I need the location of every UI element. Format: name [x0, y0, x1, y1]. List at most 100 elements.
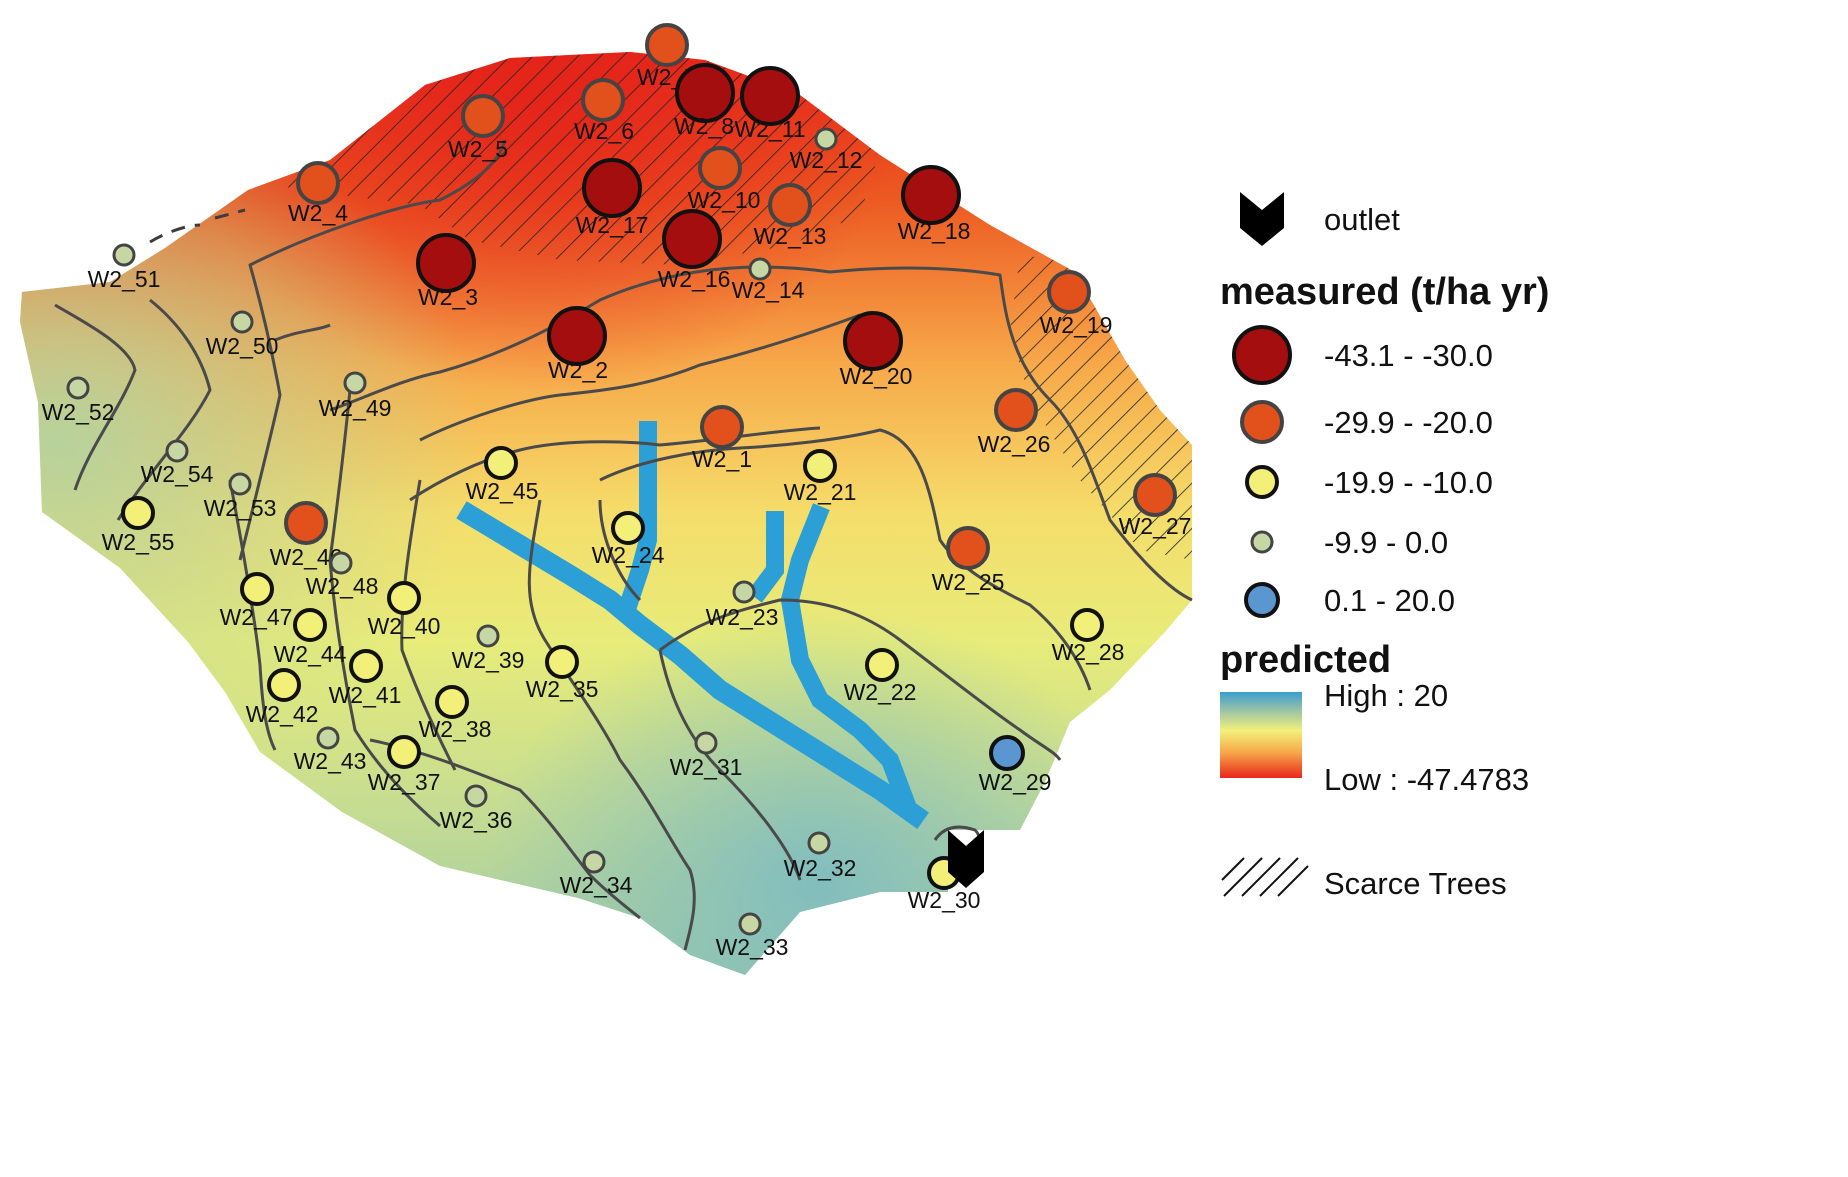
point-w2-17: [582, 158, 642, 218]
contour-line: [328, 389, 441, 828]
point-w2-42: [267, 668, 301, 702]
point-w2-40: [387, 581, 421, 615]
point-w2-28: [1070, 608, 1104, 642]
class-3-symbol: [1245, 465, 1279, 499]
outlet-marker: [948, 830, 984, 888]
point-label-w2-27: W2_27: [1119, 513, 1192, 539]
stream-central-tributary: [780, 503, 917, 812]
point-w2-26: [994, 388, 1038, 432]
contour-line: [419, 313, 861, 442]
point-w2-8: [675, 63, 735, 123]
point-w2-33: [738, 912, 762, 936]
point-label-w2-25: W2_25: [932, 569, 1005, 595]
predicted-legend-title: predicted: [1220, 639, 1391, 681]
contour-line: [228, 479, 277, 751]
point-label-w2-12: W2_12: [790, 147, 863, 173]
point-label-w2-31: W2_31: [670, 754, 743, 780]
point-label-w2-5: W2_5: [448, 136, 508, 162]
point-w2-6: [581, 78, 625, 122]
point-label-w2-51: W2_51: [88, 266, 161, 292]
point-w2-13: [768, 183, 812, 227]
watershed-boundary-nw: [149, 208, 246, 244]
point-w2-21: [803, 449, 837, 483]
point-w2-35: [545, 645, 579, 679]
point-label-w2-14: W2_14: [732, 277, 805, 303]
point-label-w2-36: W2_36: [440, 807, 513, 833]
contour-line: [599, 428, 1092, 691]
point-w2-53: [228, 472, 252, 496]
point-label-w2-37: W2_37: [368, 769, 441, 795]
point-w2-5: [461, 94, 505, 138]
stream-north-tributary: [618, 421, 657, 612]
class-2-label: -29.9 - -20.0: [1324, 405, 1493, 440]
point-w2-32: [807, 831, 831, 855]
class-1-symbol: [1232, 325, 1292, 385]
point-label-w2-40: W2_40: [368, 613, 441, 639]
point-w2-14: [748, 257, 772, 281]
point-w2-24: [611, 511, 645, 545]
point-w2-31: [694, 731, 718, 755]
point-w2-27: [1133, 473, 1177, 517]
point-label-w2-33: W2_33: [716, 934, 789, 960]
point-w2-48: [329, 551, 353, 575]
stream-main-channel: [456, 501, 929, 829]
stream-network: [456, 421, 929, 829]
point-w2-51: [112, 243, 136, 267]
predicted-high-label: High : 20: [1324, 678, 1448, 713]
point-label-w2-35: W2_35: [526, 676, 599, 702]
class-4-symbol: [1250, 530, 1274, 554]
contour-line: [116, 298, 212, 521]
point-label-w2-3: W2_3: [418, 284, 478, 310]
point-label-w2-23: W2_23: [706, 604, 779, 630]
point-w2-19: [1047, 270, 1091, 314]
point-label-w2-49: W2_49: [319, 395, 392, 421]
point-w2-52: [66, 376, 90, 400]
point-w2-50: [230, 310, 254, 334]
outlet-icon: [1240, 192, 1284, 246]
point-label-w2-28: W2_28: [1052, 639, 1125, 665]
point-w2-11: [740, 66, 800, 126]
point-label-w2-42: W2_42: [246, 701, 319, 727]
outlet-legend-label: outlet: [1324, 202, 1400, 237]
point-label-w2-24: W2_24: [592, 542, 665, 568]
point-w2-10: [698, 146, 742, 190]
contour-line: [409, 426, 821, 502]
point-label-w2-18: W2_18: [898, 218, 971, 244]
point-label-w2-8: W2_8: [674, 113, 734, 139]
point-w2-36: [464, 784, 488, 808]
point-label-w2-10: W2_10: [688, 187, 761, 213]
point-w2-18: [901, 165, 961, 225]
point-w2-23: [732, 580, 756, 604]
point-label-w2-32: W2_32: [784, 855, 857, 881]
contour-line: [238, 139, 507, 561]
point-label-w2-52: W2_52: [42, 399, 115, 425]
point-w2-43: [316, 726, 340, 750]
point-w2-45: [484, 446, 518, 480]
point-label-w2-48: W2_48: [306, 573, 379, 599]
point-label-w2-2: W2_2: [548, 357, 608, 383]
class-5-symbol: [1244, 582, 1280, 618]
point-label-w2-13: W2_13: [754, 223, 827, 249]
point-label-w2-16: W2_16: [658, 266, 731, 292]
hatch-icon: [1221, 857, 1309, 897]
class-2-symbol: [1240, 400, 1284, 444]
contour-lines: [54, 139, 1193, 951]
point-w2-12: [814, 127, 838, 151]
contour-line: [369, 738, 641, 920]
point-w2-4: [296, 161, 340, 205]
point-label-w2-29: W2_29: [979, 769, 1052, 795]
class-4-label: -9.9 - 0.0: [1324, 525, 1448, 560]
point-label-w2-21: W2_21: [784, 479, 857, 505]
point-w2-55: [121, 496, 155, 530]
point-w2-41: [349, 649, 383, 683]
contour-line: [658, 649, 802, 881]
point-w2-46: [284, 501, 328, 545]
legend: outlet measured (t/ha yr) -43.1 - -30.0 …: [1220, 192, 1549, 901]
point-w2-3: [416, 233, 476, 293]
point-w2-25: [946, 526, 990, 570]
point-w2-44: [293, 608, 327, 642]
contour-line: [274, 323, 331, 342]
point-label-w2-54: W2_54: [141, 461, 214, 487]
point-label-w2-22: W2_22: [844, 679, 917, 705]
